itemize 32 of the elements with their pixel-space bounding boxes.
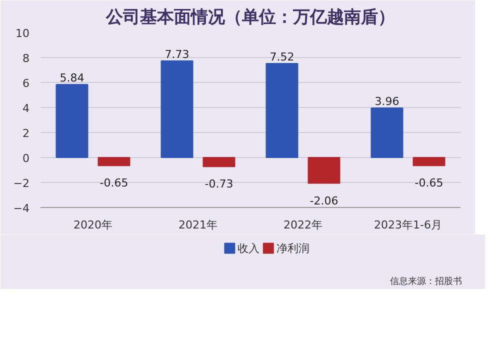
bar: [308, 157, 340, 184]
bar: [412, 157, 446, 166]
x-tick-label: 2023年1-6月: [374, 218, 442, 232]
data-label: -0.65: [100, 176, 128, 190]
y-tick-label: −2: [13, 177, 30, 190]
y-tick-label: 8: [22, 52, 30, 65]
text: 信息来源：招股书: [390, 276, 462, 287]
x-tick-label: 2021年: [178, 218, 218, 232]
y-tick-label: −4: [13, 202, 30, 215]
data-label: -0.73: [204, 178, 234, 191]
y-tick-label: 10: [16, 27, 30, 40]
x-tick-label: 2020年: [74, 218, 113, 232]
y-tick-label: 2: [22, 127, 30, 140]
bar: [370, 108, 404, 158]
data-label: 7.52: [270, 50, 294, 64]
bar: [266, 63, 298, 158]
chart-title: 公司基本面情况（单位：万亿越南盾）: [105, 8, 395, 28]
y-tick-label: 4: [22, 102, 30, 115]
x-tick-label: 2022年: [284, 218, 323, 232]
data-label: 5.84: [60, 72, 84, 84]
data-label: 3.96: [374, 95, 400, 108]
bar: [160, 60, 194, 158]
data-label: -2.06: [310, 194, 338, 208]
legend-label: 净利润: [276, 242, 310, 255]
data-label: -0.65: [414, 176, 444, 190]
legend-label: 收入: [238, 242, 260, 255]
bar: [98, 157, 130, 166]
data-label: 7.73: [164, 48, 190, 61]
y-tick-label: 0: [22, 152, 30, 165]
y-tick-label: 6: [22, 77, 30, 90]
bar: [56, 84, 88, 158]
bar: [202, 157, 236, 168]
